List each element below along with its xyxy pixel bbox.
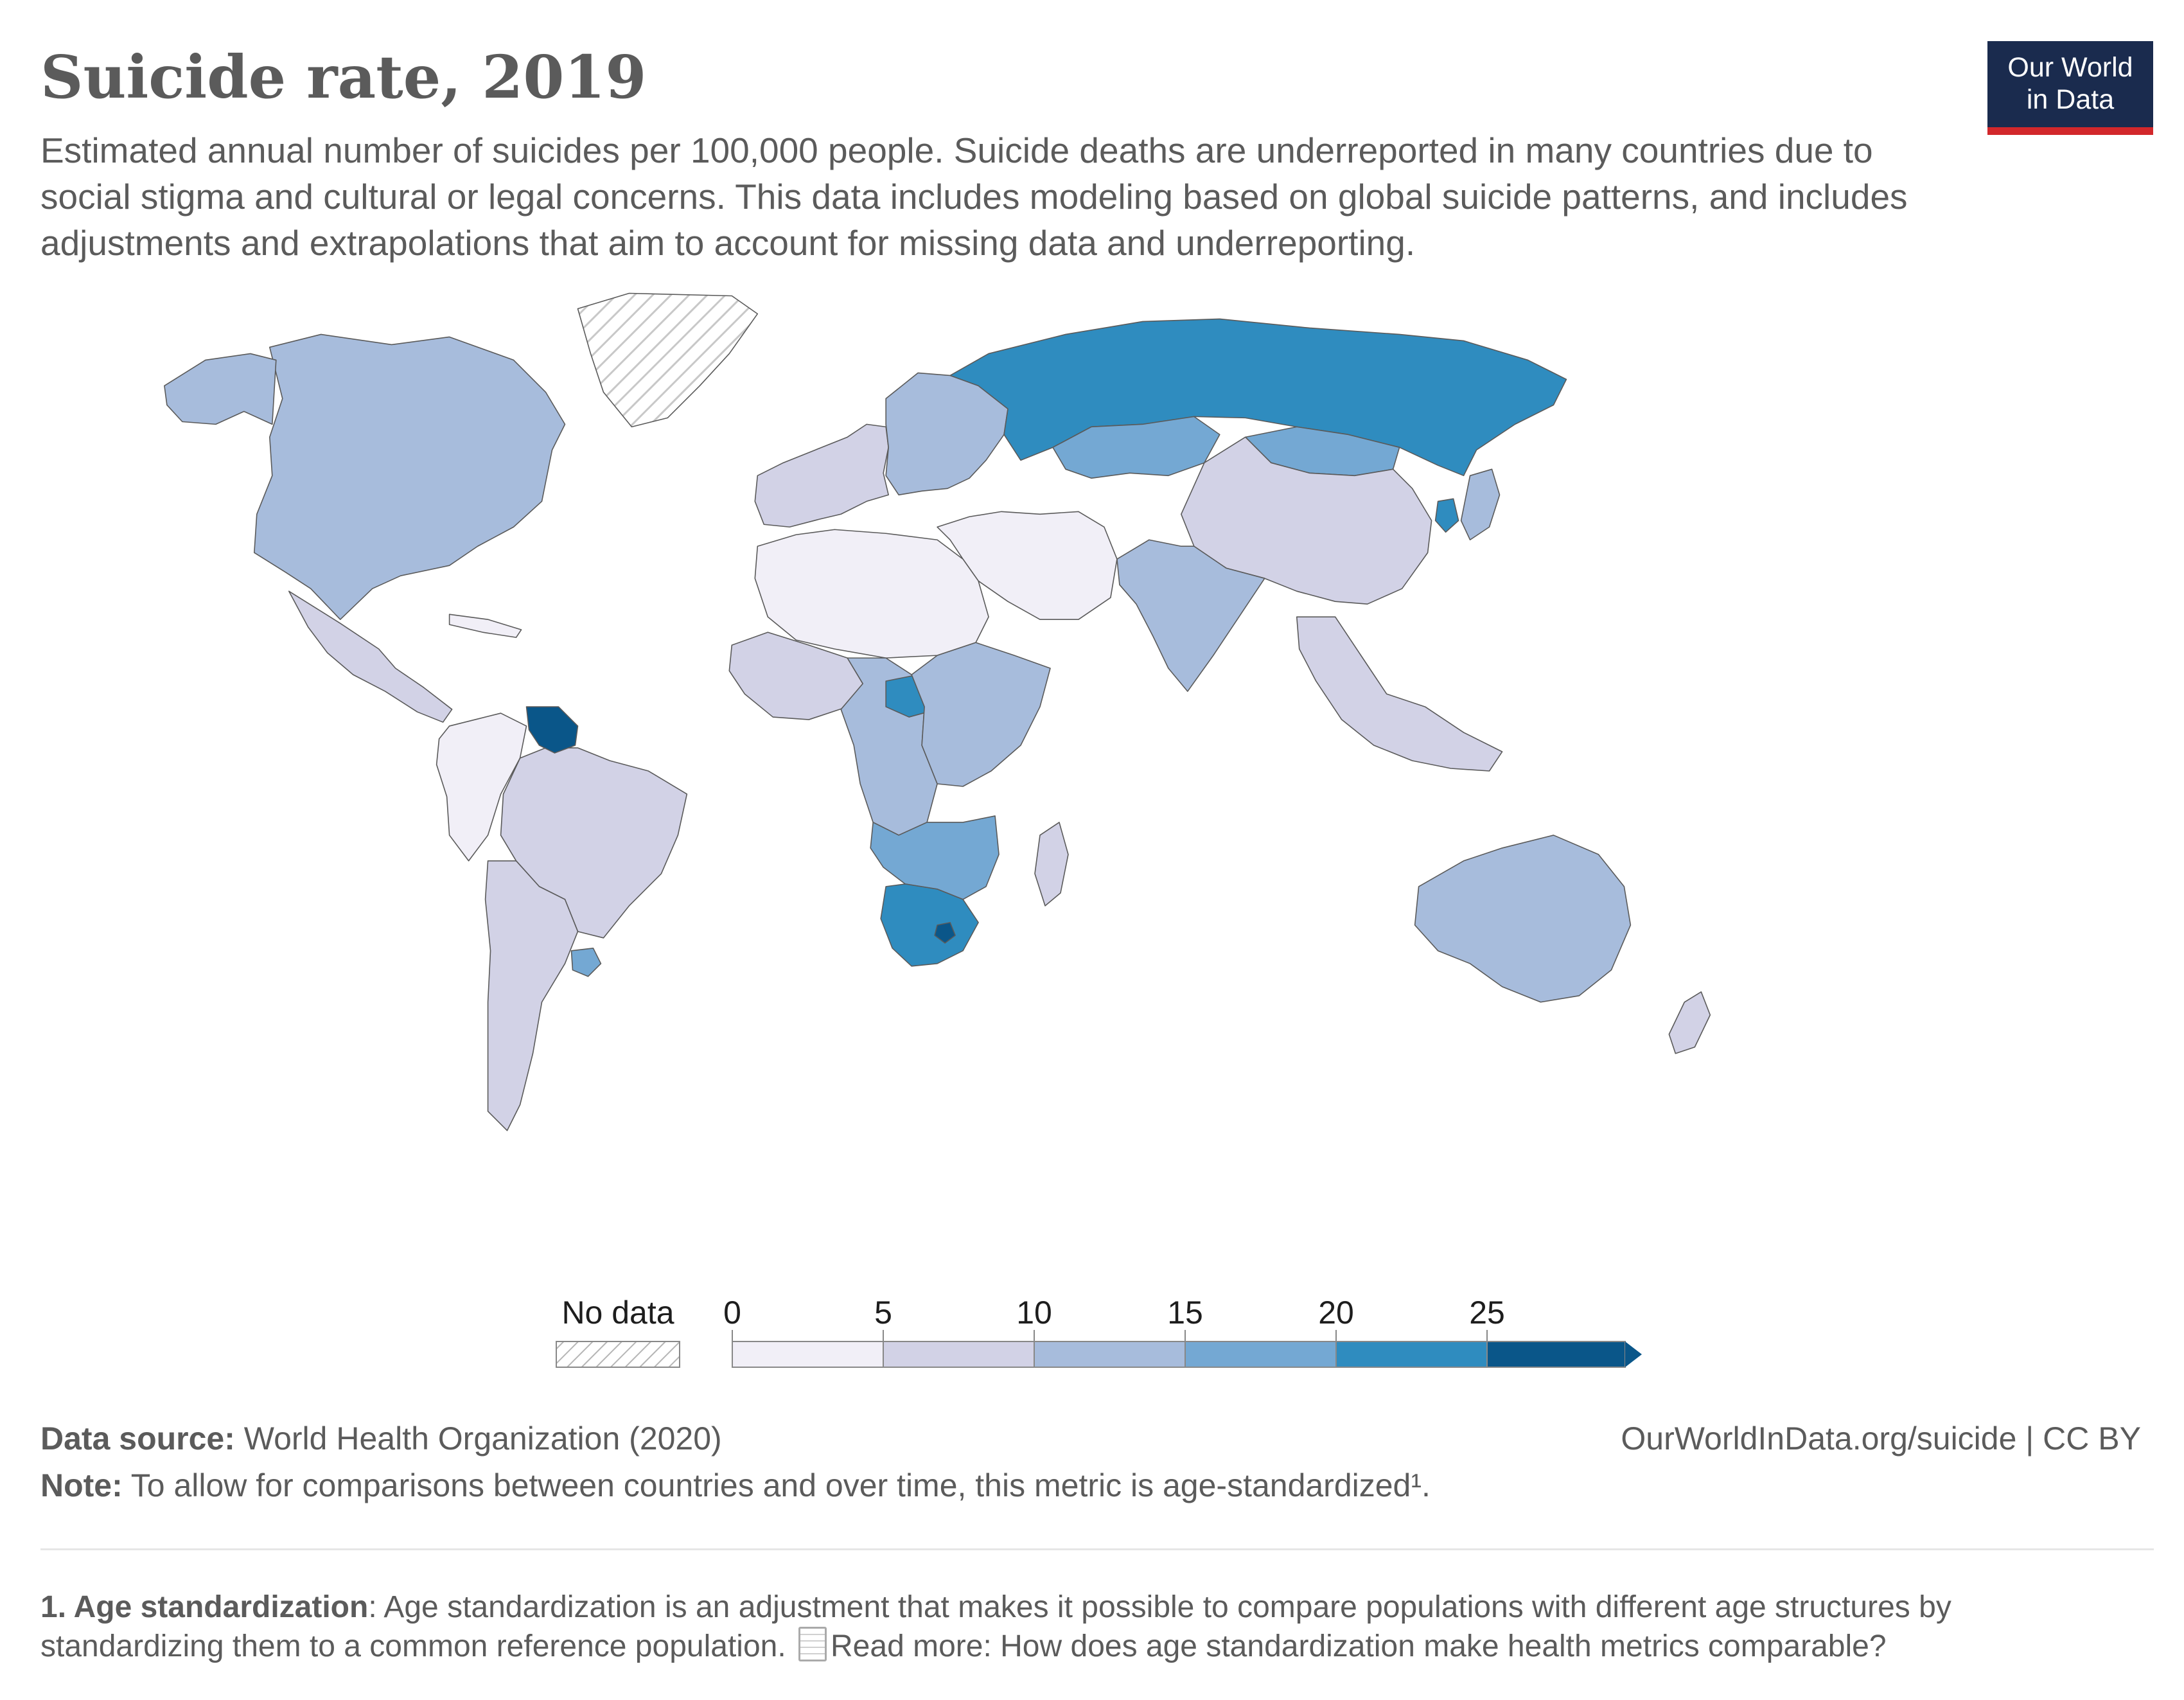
- legend-tick-15: 15: [1167, 1295, 1203, 1331]
- region-greenland[interactable]: [577, 292, 759, 428]
- legend-tick-20: 20: [1318, 1295, 1354, 1331]
- chart-note: Note: To allow for comparisons between c…: [40, 1467, 1431, 1504]
- legend-tick-0: 0: [723, 1295, 741, 1331]
- legend-bin-3: [1184, 1341, 1337, 1368]
- region-north-america[interactable]: [254, 333, 566, 620]
- region-southern-africa[interactable]: [870, 815, 1000, 900]
- owid-logo[interactable]: Our World in Data: [1987, 41, 2153, 135]
- legend-no-data-label: No data: [561, 1295, 674, 1331]
- credit-link[interactable]: OurWorldInData.org/suicide | CC BY: [1621, 1421, 2141, 1457]
- legend-bin-0: [732, 1341, 884, 1368]
- read-more-link[interactable]: Read more: How does age standardization …: [831, 1629, 1887, 1663]
- document-icon: [798, 1627, 827, 1661]
- region-south-asia[interactable]: [1116, 539, 1265, 692]
- legend-tick-10: 10: [1016, 1295, 1052, 1331]
- legend-bin-1: [883, 1341, 1035, 1368]
- region-northwest-south-america[interactable]: [436, 713, 527, 862]
- region-japan[interactable]: [1460, 468, 1501, 541]
- footnote-label: 1. Age standardization: [40, 1590, 369, 1624]
- region-uruguay[interactable]: [570, 948, 602, 977]
- region-southern-cone[interactable]: [484, 860, 579, 1131]
- region-alaska[interactable]: [164, 353, 277, 425]
- legend-bin-5: [1486, 1341, 1626, 1368]
- legend-tick-5: 5: [874, 1295, 892, 1331]
- footnote-text: : Age standardization is an adjustment t…: [40, 1590, 1951, 1663]
- region-east-africa[interactable]: [911, 642, 1051, 787]
- region-lesotho[interactable]: [934, 922, 956, 944]
- region-guyana[interactable]: [525, 706, 579, 754]
- region-southeast-asia[interactable]: [1296, 616, 1503, 772]
- region-new-zealand[interactable]: [1668, 991, 1711, 1054]
- chart-subtitle: Estimated annual number of suicides per …: [40, 130, 1908, 263]
- footer-divider: [40, 1548, 2154, 1550]
- region-mexico-and-central-america[interactable]: [288, 590, 453, 723]
- data-source: Data source: World Health Organization (…: [40, 1420, 722, 1457]
- legend-tick-25: 25: [1469, 1295, 1505, 1331]
- source-label: Data source:: [40, 1421, 235, 1457]
- region-australia[interactable]: [1414, 835, 1632, 1003]
- legend-no-data-swatch: [556, 1341, 680, 1368]
- region-russia[interactable]: [949, 318, 1567, 477]
- legend-bin-4: [1335, 1341, 1488, 1368]
- note-label: Note:: [40, 1467, 123, 1503]
- region-south-korea[interactable]: [1434, 498, 1459, 533]
- logo-line-2: in Data: [2026, 84, 2115, 115]
- legend-bin-2: [1034, 1341, 1186, 1368]
- region-madagascar[interactable]: [1034, 822, 1069, 907]
- source-text[interactable]: World Health Organization (2020): [243, 1421, 722, 1457]
- world-map: [164, 292, 1711, 1131]
- legend-arrow: [1625, 1341, 1642, 1367]
- region-western-europe[interactable]: [754, 423, 889, 528]
- note-text: To allow for comparisons between countri…: [130, 1467, 1431, 1503]
- region-south-africa[interactable]: [880, 883, 979, 967]
- region-caribbean[interactable]: [448, 614, 522, 638]
- logo-line-1: Our World: [2007, 52, 2133, 83]
- footnote: 1. Age standardization: Age standardizat…: [40, 1588, 2135, 1666]
- chart-title: Suicide rate, 2019: [40, 42, 647, 112]
- region-north-africa[interactable]: [754, 529, 989, 659]
